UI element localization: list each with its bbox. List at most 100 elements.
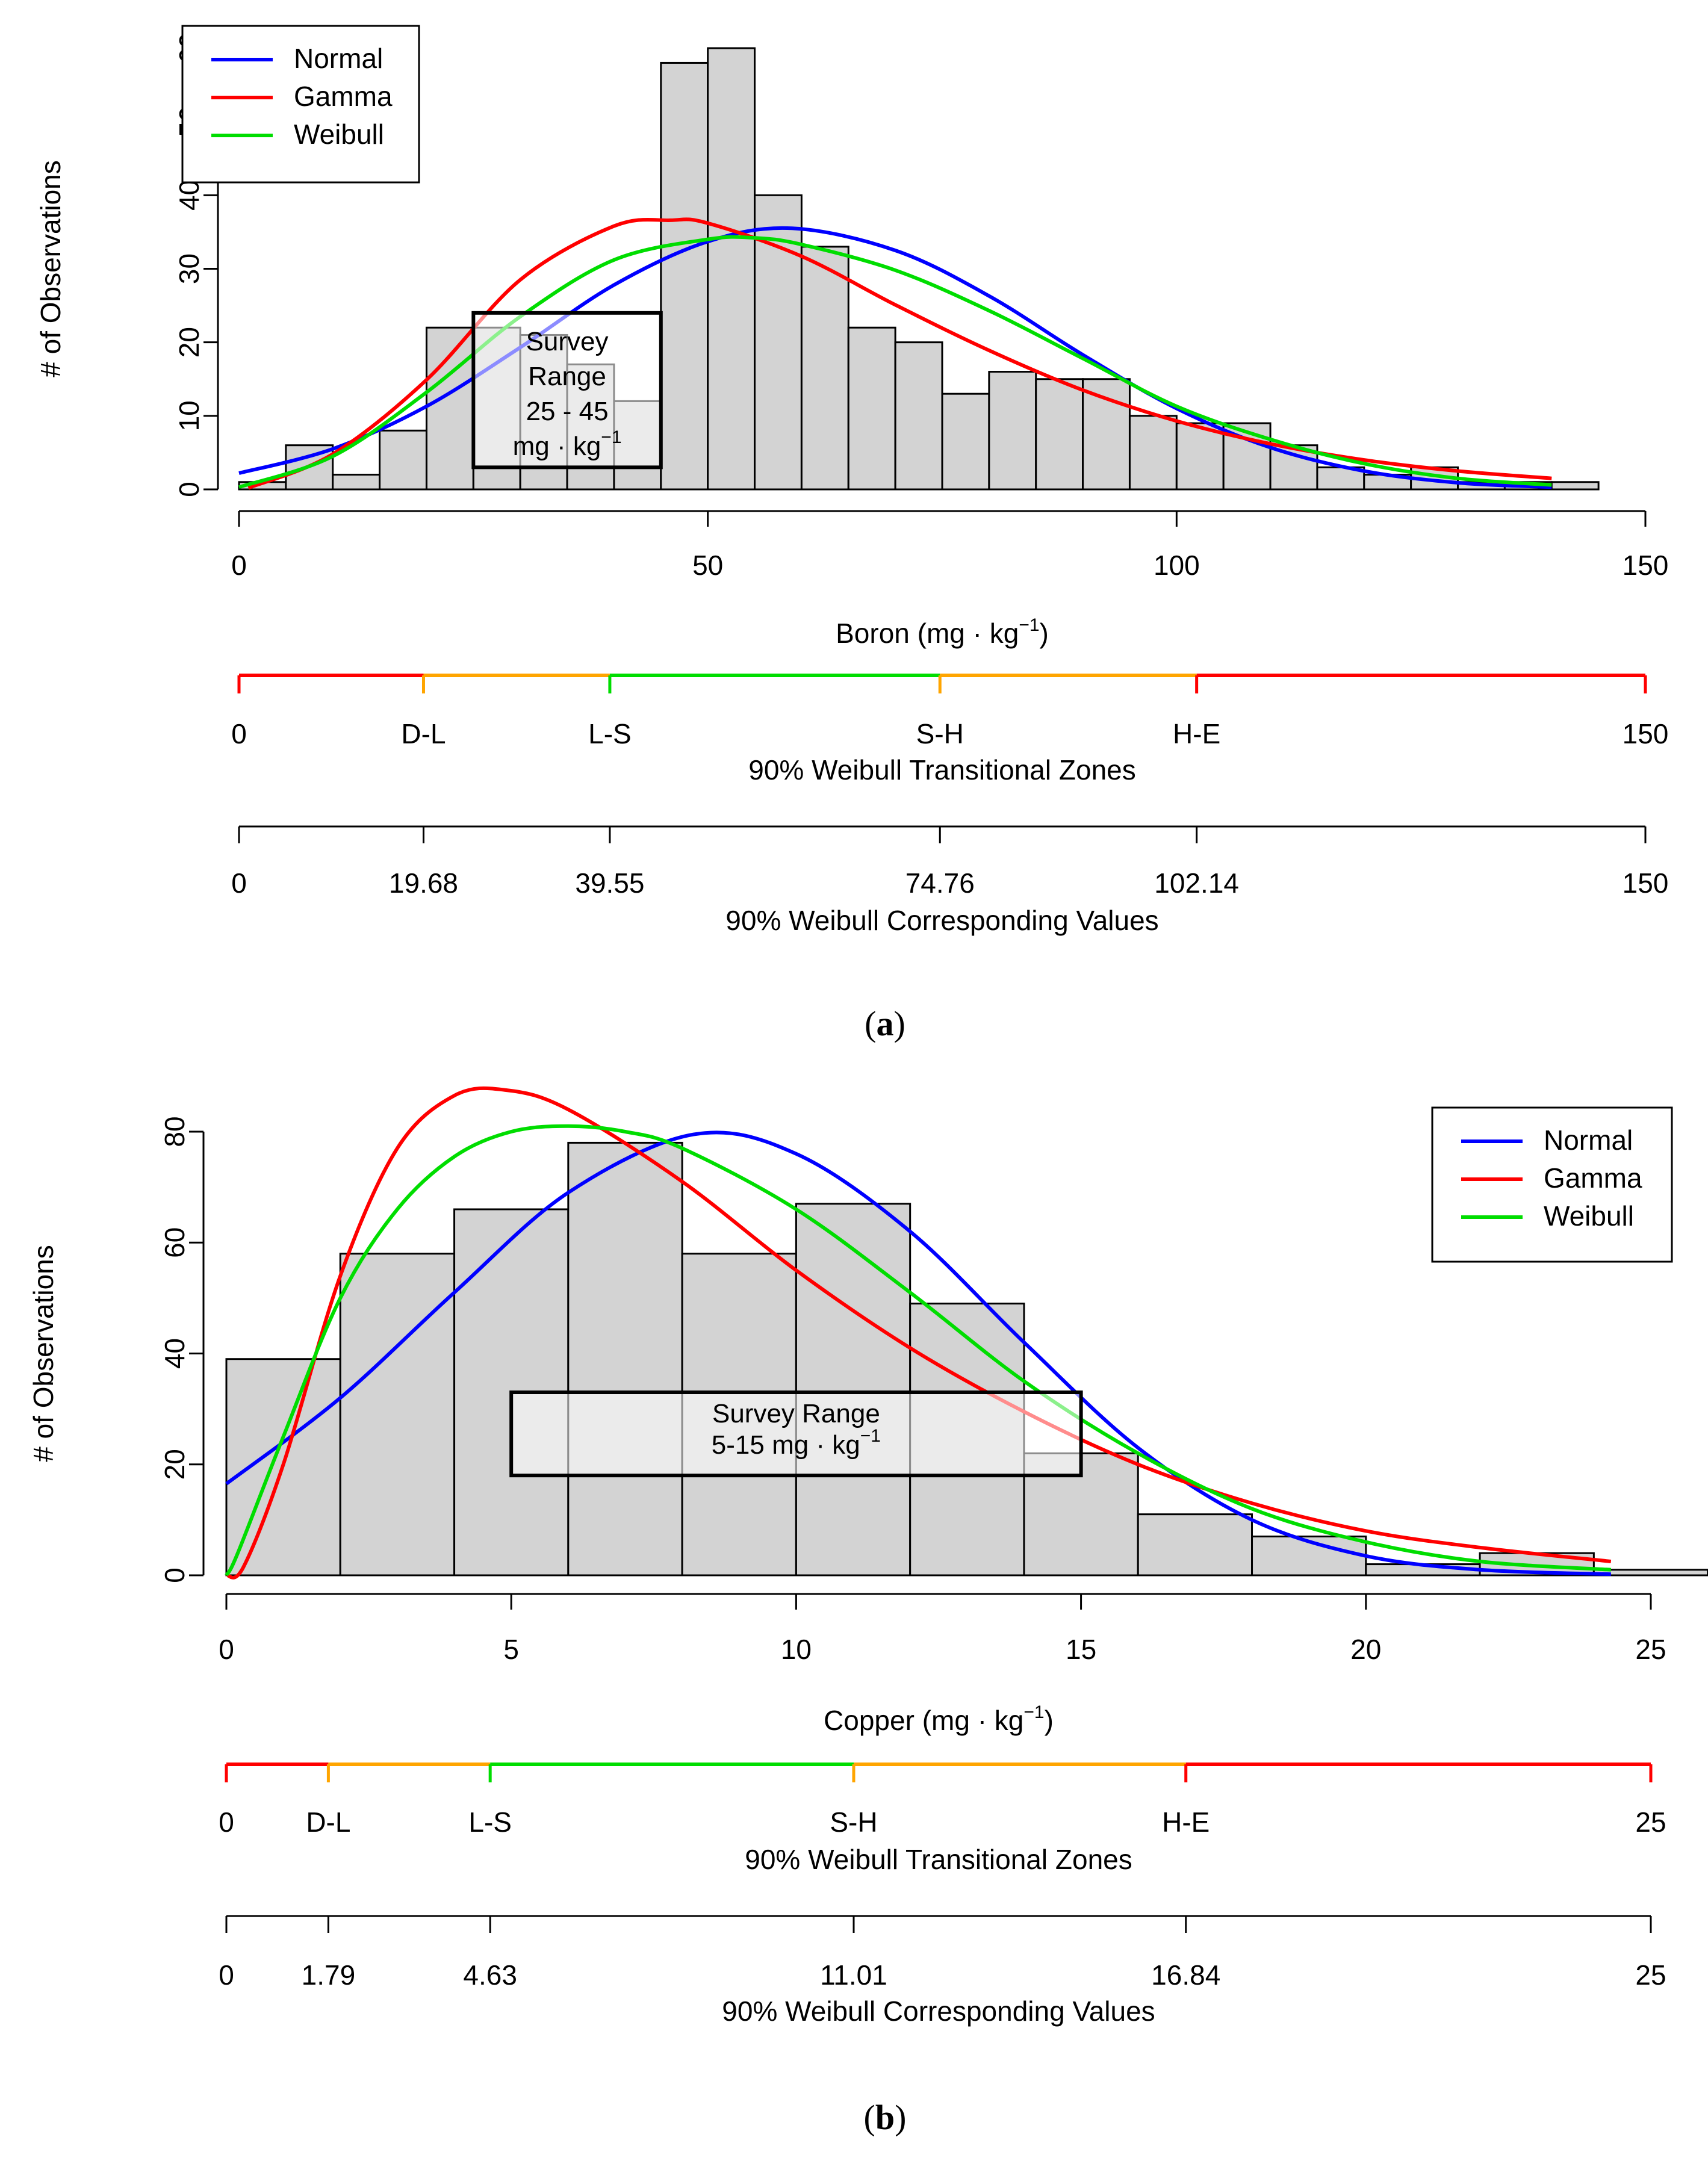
histogram-bar [1251, 1536, 1367, 1577]
histogram-bar [1128, 415, 1178, 491]
density-curve-weibull [225, 1124, 1611, 1577]
panel-label: (b) [864, 2098, 907, 2137]
y-tick-label: 0 [173, 482, 205, 497]
x-tick-label: 15 [1066, 1634, 1096, 1665]
legend-label-normal: Normal [294, 43, 383, 74]
values-label: 150 [1623, 867, 1669, 899]
legend-label-gamma: Gamma [294, 81, 393, 112]
zone-label: S-H [916, 718, 964, 749]
values-label: 19.68 [389, 867, 458, 899]
values-label: 16.84 [1151, 1959, 1220, 1991]
histogram-bar [567, 1141, 683, 1577]
x-axis-title-sup: −1 [1019, 615, 1039, 635]
zone-label: L-S [468, 1806, 512, 1838]
x-tick-label: 150 [1623, 550, 1669, 581]
y-tick-label: 80 [159, 1116, 190, 1147]
zone-label: H-E [1173, 718, 1220, 749]
x-tick-label: 25 [1635, 1634, 1666, 1665]
panel-label: (a) [865, 1004, 905, 1043]
zone-label: 0 [219, 1806, 234, 1838]
histogram-bar [894, 341, 943, 491]
density-curve-gamma [225, 1086, 1612, 1580]
y-tick-label: 20 [159, 1449, 190, 1480]
histogram-bar [660, 61, 709, 491]
panel-label-letter: b [875, 2098, 895, 2137]
legend-label-gamma: Gamma [1544, 1162, 1642, 1194]
y-tick-label: 60 [159, 1227, 190, 1258]
x-tick-label: 0 [219, 1634, 234, 1665]
x-axis-title: Copper (mg · kg−1) [824, 1702, 1054, 1736]
density-curve-normal [238, 226, 1552, 489]
survey-range-box [471, 311, 663, 470]
density-curve-weibull [238, 235, 1552, 489]
survey-range-text: 25 - 45 [526, 397, 609, 426]
zone-label: 25 [1635, 1806, 1666, 1838]
histogram-bar [707, 47, 756, 491]
x-axis-title-sup: −1 [1023, 1702, 1044, 1722]
histogram-bar [795, 1203, 911, 1577]
histogram-bar [847, 326, 896, 491]
x-axis-title: Boron (mg · kg−1) [836, 615, 1049, 649]
histogram-bar [1035, 378, 1084, 491]
y-tick-label: 40 [173, 180, 205, 211]
zone-label: 0 [231, 718, 247, 749]
values-title: 90% Weibull Corresponding Values [725, 905, 1158, 936]
values-label: 11.01 [820, 1959, 887, 1991]
histogram-bar [800, 246, 849, 491]
legend-label-weibull: Weibull [294, 119, 384, 150]
zones-title: 90% Weibull Transitional Zones [745, 1844, 1132, 1875]
x-axis-title-main: Boron (mg · kg [836, 618, 1019, 649]
histogram-bar [1137, 1513, 1253, 1577]
histogram-bar [339, 1253, 456, 1577]
y-tick-label: 40 [159, 1338, 190, 1369]
survey-range-unit-sup: −1 [601, 427, 621, 447]
values-label: 74.76 [905, 867, 975, 899]
x-tick-label: 5 [503, 1634, 519, 1665]
survey-range-text: Survey Range [712, 1399, 880, 1428]
y-axis-title: # of Observations [35, 160, 66, 377]
values-label: 1.79 [302, 1959, 356, 1991]
y-axis-title: # of Observations [28, 1245, 59, 1462]
y-tick-label: 0 [159, 1567, 190, 1583]
y-tick-label: 10 [173, 400, 205, 431]
values-title: 90% Weibull Corresponding Values [722, 1995, 1155, 2027]
survey-range-unit-main: mg · kg [513, 432, 601, 461]
x-axis-title-close: ) [1040, 618, 1049, 649]
histogram-bar [425, 326, 474, 491]
zones-title: 90% Weibull Transitional Zones [748, 754, 1135, 786]
survey-range-text: Range [528, 362, 606, 391]
zone-label: L-S [588, 718, 632, 749]
legend-box [181, 25, 420, 184]
zone-label: H-E [1162, 1806, 1210, 1838]
survey-range-unit-sup: −1 [860, 1426, 881, 1446]
values-label: 0 [219, 1959, 234, 1991]
survey-range-unit-main: 5-15 mg · kg [712, 1430, 860, 1460]
panel-label-letter: a [877, 1004, 894, 1043]
values-label: 0 [231, 867, 247, 899]
histogram-bar [988, 371, 1037, 491]
values-label: 4.63 [463, 1959, 517, 1991]
x-axis-title-close: ) [1045, 1705, 1054, 1736]
panel-label-open: ( [865, 1004, 876, 1043]
survey-range-box [509, 1390, 1083, 1478]
values-label: 39.55 [575, 867, 644, 899]
zone-label: D-L [306, 1806, 350, 1838]
histogram-bar [1550, 481, 1600, 491]
zone-label: S-H [830, 1806, 877, 1838]
y-tick-label: 30 [173, 253, 205, 284]
x-tick-label: 0 [231, 550, 247, 581]
density-curve-normal [225, 1130, 1611, 1577]
survey-range-unit: 5-15 mg · kg−1 [712, 1426, 881, 1460]
legend-box [1431, 1106, 1673, 1263]
panel-label-close: ) [895, 2098, 906, 2137]
x-tick-label: 20 [1350, 1634, 1381, 1665]
histogram-bar [1082, 378, 1131, 491]
histogram-bar [379, 429, 427, 491]
survey-range-unit: mg · kg−1 [513, 427, 622, 461]
y-tick-label: 20 [173, 327, 205, 358]
histogram-bar [332, 474, 381, 491]
x-axis-title-main: Copper (mg · kg [824, 1705, 1023, 1736]
values-label: 25 [1635, 1959, 1666, 1991]
x-tick-label: 100 [1154, 550, 1200, 581]
